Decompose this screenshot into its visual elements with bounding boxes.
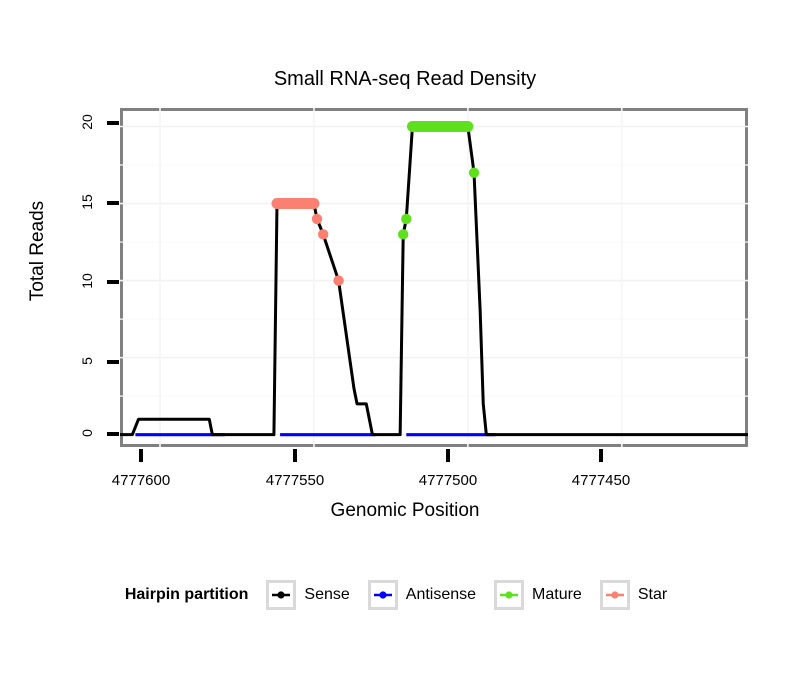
y-tick-mark-10	[107, 280, 119, 284]
y-tick-mark-15	[107, 201, 119, 205]
y-tick-mark-20	[107, 121, 119, 125]
series-sense	[120, 124, 748, 437]
y-axis-label: Total Reads	[27, 200, 48, 302]
legend-item-mature[interactable]: Mature	[494, 580, 594, 610]
legend-label-antisense: Antisense	[405, 586, 477, 603]
legend-item-star[interactable]: Star	[599, 580, 679, 610]
y-tick-label-20: 20	[79, 114, 95, 130]
legend-label-star: Star	[637, 586, 668, 603]
x-tick-label-4777550: 4777550	[265, 472, 325, 489]
x-tick-mark-4777600	[139, 449, 143, 462]
y-tick-label-0: 0	[79, 429, 95, 437]
x-tick-label-4777600: 4777600	[111, 472, 171, 489]
legend-key-antisense-icon	[367, 580, 398, 610]
x-tick-mark-4777550	[293, 449, 297, 462]
gridlines	[120, 108, 748, 447]
y-tick-label-5: 5	[79, 357, 95, 365]
x-tick-mark-4777500	[446, 449, 450, 462]
legend-key-sense-icon	[266, 580, 297, 610]
series-star	[271, 198, 344, 286]
x-axis-label: Genomic Position	[330, 500, 480, 521]
y-tick-mark-5	[107, 360, 119, 364]
x-tick-label-4777500: 4777500	[418, 472, 478, 489]
legend-key-mature-icon	[494, 580, 525, 610]
legend: Hairpin partition Sense Antisense	[0, 580, 810, 610]
legend-title: Hairpin partition	[124, 586, 249, 603]
legend-label-sense: Sense	[304, 586, 350, 603]
x-tick-label-4777450: 4777450	[571, 472, 631, 489]
plot-canvas	[120, 108, 748, 447]
y-tick-mark-0	[107, 432, 119, 436]
x-tick-mark-4777450	[599, 449, 603, 462]
legend-item-sense[interactable]: Sense	[266, 580, 361, 610]
y-tick-label-10: 10	[79, 273, 95, 289]
legend-label-mature: Mature	[532, 586, 582, 603]
y-tick-label-15: 15	[79, 194, 95, 210]
chart-title: Small RNA-seq Read Density	[273, 68, 537, 90]
series-mature	[398, 120, 480, 240]
legend-key-star-icon	[599, 580, 630, 610]
legend-item-antisense[interactable]: Antisense	[367, 580, 488, 610]
